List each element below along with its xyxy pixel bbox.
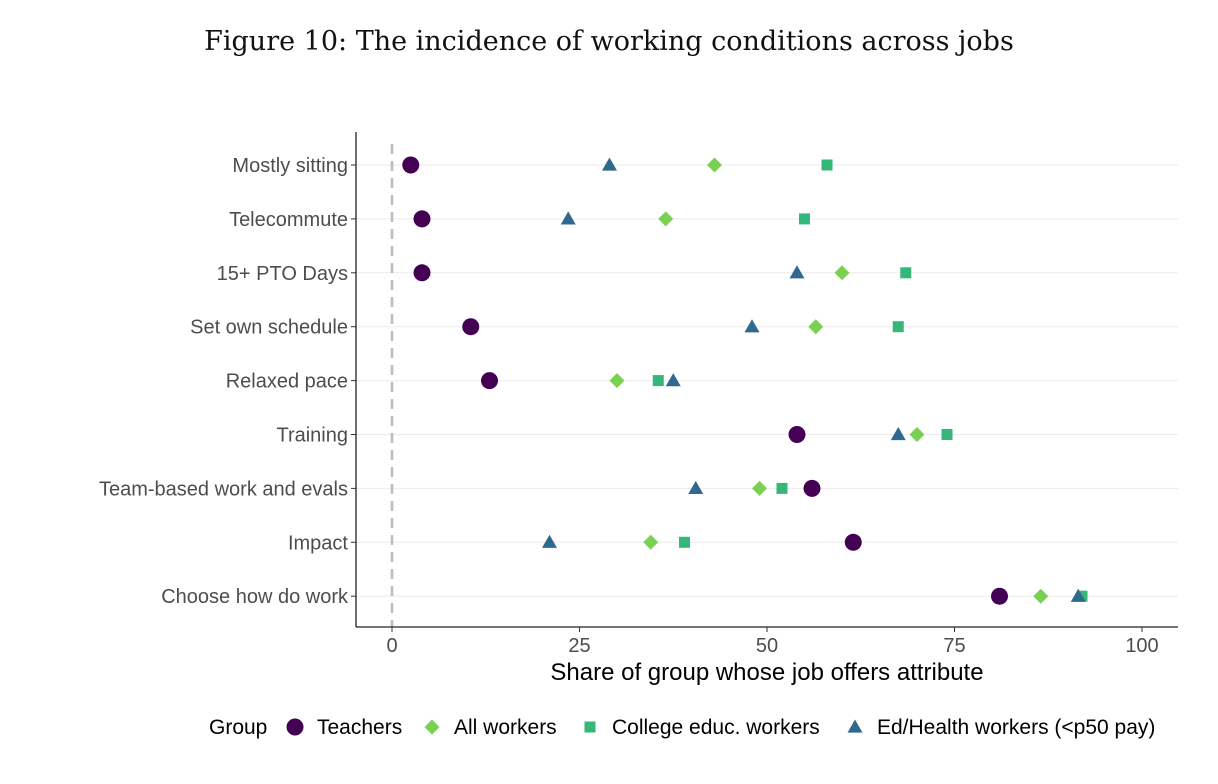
point-college-educ-workers-team-based-work-and-evals [776, 482, 788, 494]
x-tick-label-25: 25 [568, 635, 590, 657]
point-ed-health-workers-p50-pay-choose-how-do-work [1070, 588, 1086, 602]
point-teachers-telecommute [413, 210, 431, 228]
point-ed-health-workers-p50-pay-team-based-work-and-evals [688, 480, 704, 495]
x-axis-ticks: 0 25 50 75 100 [386, 627, 1159, 657]
point-all-workers-team-based-work-and-evals [752, 480, 767, 496]
legend-label-ed-health-workers-p50-pay: Ed/Health workers (<p50 pay) [877, 716, 1155, 739]
legend: Group Teachers All workers College educ. wo… [209, 716, 1155, 739]
legend-label-teachers: Teachers [317, 716, 402, 739]
point-all-workers-choose-how-do-work [1033, 588, 1049, 604]
point-all-workers-relaxed-pace [609, 373, 625, 389]
legend-key-college-educ-workers [584, 721, 596, 733]
point-ed-health-workers-p50-pay-relaxed-pace [665, 373, 681, 387]
point-college-educ-workers-15-pto-days [900, 267, 912, 279]
x-tick-label-75: 75 [943, 635, 965, 657]
point-teachers-15-pto-days [413, 264, 431, 282]
point-college-educ-workers-set-own-schedule [892, 321, 904, 333]
y-label-relaxed-pace: Relaxed pace [226, 371, 348, 393]
point-teachers-training [788, 426, 806, 443]
point-all-workers-telecommute [658, 211, 674, 227]
y-label-impact: Impact [288, 532, 348, 554]
legend-key-teachers [286, 718, 304, 736]
x-tick-label-0: 0 [386, 635, 397, 657]
legend-key-all-workers [424, 719, 440, 735]
point-teachers-relaxed-pace [481, 372, 498, 390]
y-axis-labels: Mostly sitting Telecommute 15+ PTO Days Set… [99, 155, 349, 608]
point-ed-health-workers-p50-pay-15-pto-days [789, 265, 805, 279]
point-all-workers-15-pto-days [834, 265, 850, 281]
point-ed-health-workers-p50-pay-training [890, 427, 906, 441]
y-label-15-pto-days: 15+ PTO Days [217, 263, 348, 285]
x-tick-label-100: 100 [1125, 635, 1158, 657]
point-all-workers-training [909, 427, 925, 442]
y-label-choose-how-do-work: Choose how do work [161, 586, 349, 608]
y-label-training: Training [276, 425, 348, 447]
y-label-set-own-schedule: Set own schedule [190, 317, 348, 339]
point-all-workers-set-own-schedule [808, 319, 824, 335]
point-college-educ-workers-impact [679, 536, 690, 548]
point-all-workers-impact [643, 534, 659, 550]
figure-title: Figure 10: The incidence of working cond… [204, 26, 1014, 57]
point-teachers-set-own-schedule [462, 318, 480, 336]
point-college-educ-workers-training [941, 429, 953, 440]
point-teachers-choose-how-do-work [991, 587, 1008, 605]
point-college-educ-workers-relaxed-pace [652, 375, 664, 387]
y-label-telecommute: Telecommute [229, 209, 348, 231]
legend-label-all-workers: All workers [454, 716, 557, 739]
y-label-team-based-work-and-evals: Team-based work and evals [99, 478, 348, 500]
x-axis-title: Share of group whose job offers attribut… [550, 659, 983, 686]
legend-label-college-educ-workers: College educ. workers [612, 716, 820, 739]
data-points [402, 156, 1088, 605]
point-teachers-impact [844, 533, 862, 551]
point-all-workers-mostly-sitting [707, 157, 722, 173]
point-ed-health-workers-p50-pay-impact [542, 534, 557, 548]
point-ed-health-workers-p50-pay-set-own-schedule [744, 319, 760, 333]
legend-title: Group [209, 716, 267, 739]
y-label-mostly-sitting: Mostly sitting [232, 155, 348, 177]
point-teachers-mostly-sitting [402, 156, 420, 174]
x-tick-label-50: 50 [756, 635, 778, 657]
point-ed-health-workers-p50-pay-mostly-sitting [602, 157, 617, 171]
legend-key-ed-health-workers-p50-pay [847, 719, 863, 733]
point-college-educ-workers-telecommute [799, 213, 810, 225]
point-college-educ-workers-mostly-sitting [821, 159, 833, 171]
point-ed-health-workers-p50-pay-telecommute [560, 211, 576, 225]
gridlines [351, 164, 1178, 597]
point-teachers-team-based-work-and-evals [803, 479, 821, 497]
